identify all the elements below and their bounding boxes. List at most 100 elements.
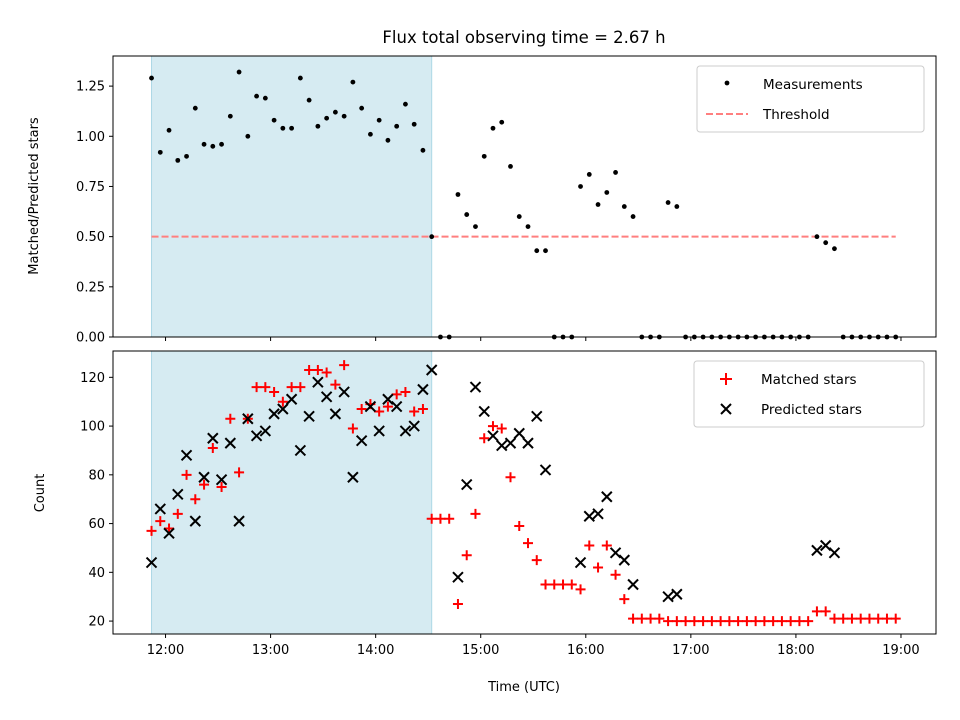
x-tick-label: 12:00 bbox=[147, 643, 184, 658]
measurement-point bbox=[166, 127, 172, 133]
measurement-point bbox=[814, 234, 820, 240]
predicted-star-point bbox=[312, 376, 324, 388]
matched-star-point bbox=[461, 550, 472, 561]
measurement-point bbox=[403, 101, 408, 107]
predicted-star-point bbox=[320, 391, 333, 403]
legend-matched-marker bbox=[720, 373, 732, 385]
matched-star-point bbox=[593, 562, 604, 573]
predicted-star-point bbox=[390, 400, 403, 413]
matched-star-point bbox=[776, 616, 787, 627]
predicted-star-point bbox=[189, 515, 202, 527]
predicted-star-point bbox=[242, 413, 254, 425]
matched-star-point bbox=[855, 613, 866, 624]
predicted-star-point bbox=[172, 488, 184, 501]
predicted-star-point bbox=[259, 425, 272, 437]
matched-star-point bbox=[374, 406, 385, 417]
predicted-star-point bbox=[487, 430, 499, 442]
legend-measurements-marker bbox=[724, 80, 730, 86]
predicted-star-point bbox=[408, 420, 420, 432]
bottom-y-tick-label: 20 bbox=[88, 615, 105, 630]
matched-star-point bbox=[549, 579, 560, 590]
matched-star-point bbox=[505, 472, 516, 483]
measurement-point bbox=[621, 204, 627, 209]
predicted-star-point bbox=[303, 410, 315, 423]
measurement-point bbox=[420, 147, 426, 153]
predicted-star-point bbox=[662, 590, 674, 603]
predicted-star-point bbox=[224, 437, 237, 449]
measurement-point bbox=[376, 117, 382, 123]
measurement-point bbox=[508, 163, 513, 169]
chart-title: Flux total observing time = 2.67 h bbox=[382, 28, 665, 47]
matched-star-point bbox=[636, 613, 647, 624]
legend-threshold-label: Threshold bbox=[762, 107, 830, 123]
measurement-point bbox=[219, 141, 224, 147]
matched-star-point bbox=[811, 606, 822, 617]
x-tick-label: 19:00 bbox=[882, 643, 919, 658]
predicted-star-point bbox=[338, 386, 350, 398]
measurement-point bbox=[823, 240, 829, 246]
top-axes-frame bbox=[112, 55, 937, 338]
measurement-point bbox=[262, 95, 268, 101]
measurement-point bbox=[481, 153, 487, 159]
predicted-star-point bbox=[819, 539, 832, 552]
predicted-star-point bbox=[574, 556, 587, 569]
predicted-star-point bbox=[382, 393, 394, 405]
top-y-tick-label: 0.00 bbox=[76, 331, 105, 346]
top-legend-box bbox=[696, 65, 925, 133]
measurement-point bbox=[604, 190, 610, 195]
measurement-point bbox=[516, 214, 522, 219]
predicted-star-point bbox=[452, 571, 464, 583]
measurement-point bbox=[306, 97, 312, 103]
measurement-point bbox=[473, 224, 478, 230]
measurement-point bbox=[832, 246, 837, 252]
matched-star-point bbox=[671, 616, 682, 627]
matched-star-point bbox=[251, 382, 262, 393]
measurement-point bbox=[201, 141, 207, 147]
matched-star-point bbox=[286, 382, 297, 393]
matched-star-point bbox=[199, 479, 210, 490]
measurement-point bbox=[254, 93, 259, 99]
measurement-point bbox=[359, 105, 365, 111]
predicted-star-point bbox=[417, 383, 429, 396]
matched-star-point bbox=[487, 421, 498, 432]
predicted-star-point bbox=[461, 478, 473, 491]
matched-star-point bbox=[164, 523, 175, 534]
predicted-star-point bbox=[145, 556, 158, 569]
measurement-point bbox=[499, 119, 505, 125]
legend-predicted-marker bbox=[720, 403, 732, 415]
matched-star-point bbox=[558, 579, 569, 590]
matched-star-point bbox=[382, 401, 393, 412]
bottom-y-tick-label: 80 bbox=[88, 468, 105, 483]
matched-star-point bbox=[312, 365, 323, 376]
measurement-point bbox=[429, 234, 435, 240]
matched-star-point bbox=[523, 538, 534, 549]
bottom-y-tick-label: 100 bbox=[80, 420, 105, 435]
predicted-star-point bbox=[478, 405, 490, 418]
measurement-point bbox=[149, 75, 154, 81]
predicted-star-point bbox=[811, 544, 823, 557]
predicted-star-point bbox=[329, 408, 342, 420]
measurement-point bbox=[350, 79, 356, 85]
measurement-point bbox=[490, 125, 496, 131]
matched-star-point bbox=[741, 616, 752, 627]
measurement-point bbox=[227, 113, 233, 119]
measurement-point bbox=[665, 200, 671, 205]
matched-star-point bbox=[444, 513, 455, 524]
matched-star-point bbox=[619, 594, 630, 605]
matched-star-point bbox=[785, 616, 796, 627]
matched-star-point bbox=[873, 613, 884, 624]
matched-star-point bbox=[190, 494, 201, 505]
measurement-point bbox=[332, 109, 338, 115]
matched-star-point bbox=[426, 513, 437, 524]
matched-star-point bbox=[234, 467, 245, 478]
matched-star-point bbox=[339, 360, 350, 371]
matched-star-point bbox=[645, 613, 656, 624]
matched-star-point bbox=[759, 616, 770, 627]
predicted-star-point bbox=[268, 408, 280, 420]
bottom-legend: Matched stars Predicted stars bbox=[693, 360, 925, 428]
bottom-plot-area: 20 40 60 80 100 120 12:00 13:00 14:00 15:00 16:00 1… bbox=[80, 350, 937, 658]
predicted-star-point bbox=[355, 434, 368, 447]
measurement-point bbox=[534, 248, 540, 254]
measurement-point bbox=[674, 204, 680, 209]
predicted-star-point bbox=[233, 515, 245, 527]
